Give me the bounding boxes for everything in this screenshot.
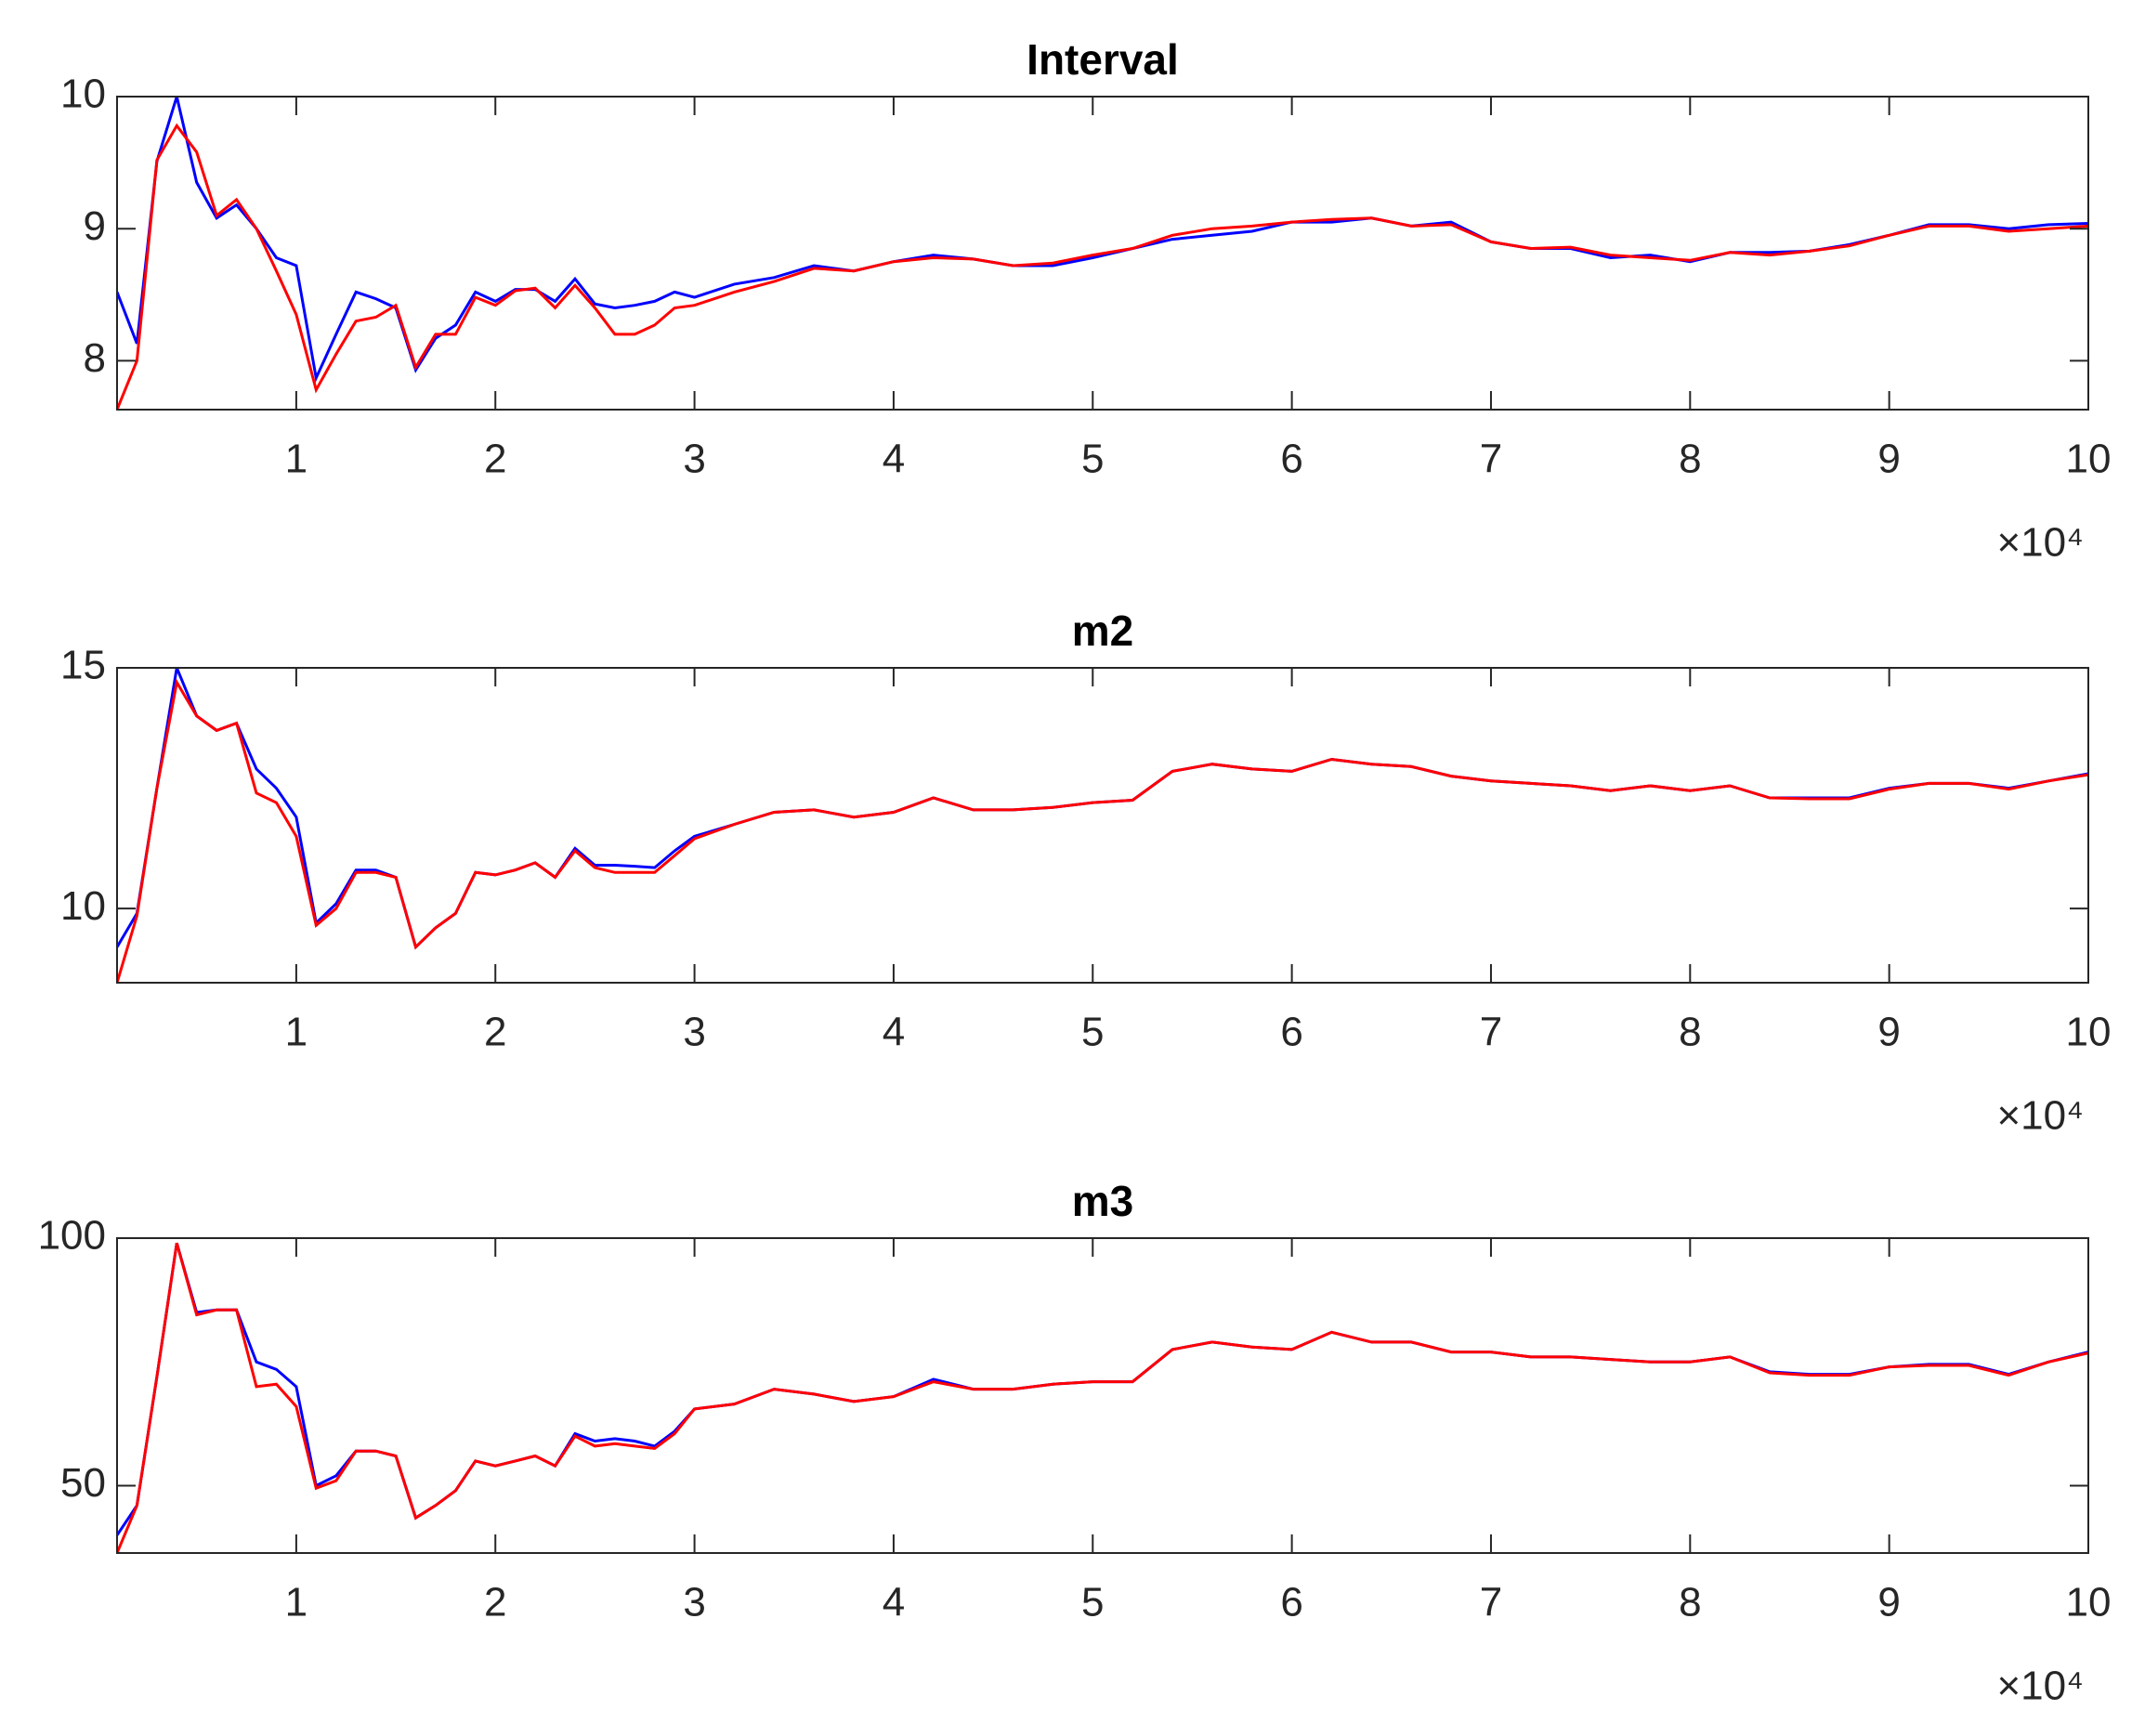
x-tick-label: 4: [883, 1580, 905, 1625]
x-tick-label: 7: [1480, 437, 1502, 482]
x-tick-label: 3: [683, 437, 705, 482]
x-scale-label: ×10⁴: [1996, 1093, 2084, 1139]
x-tick-label: 1: [285, 1010, 307, 1055]
x-tick-label: 5: [1081, 437, 1104, 482]
plot-area: [117, 1238, 2088, 1553]
y-tick-label: 50: [60, 1460, 106, 1506]
plot-area: [117, 668, 2088, 983]
y-tick-label: 100: [38, 1213, 106, 1259]
x-tick-label: 3: [683, 1580, 705, 1625]
chart-title: m2: [1072, 607, 1133, 655]
x-tick-label: 7: [1480, 1010, 1502, 1055]
x-tick-label: 10: [2066, 437, 2112, 482]
y-tick-label: 10: [60, 72, 106, 117]
x-tick-label: 8: [1679, 437, 1701, 482]
x-tick-label: 2: [484, 1010, 506, 1055]
subplot: Interval 1 2 3 4 5 6 7 8 9 10 8 9 10 ×10⁴: [60, 35, 2111, 565]
y-tick-label: 15: [60, 643, 106, 688]
x-tick-label: 6: [1280, 437, 1302, 482]
x-scale-label: ×10⁴: [1996, 520, 2084, 566]
x-tick-label: 10: [2066, 1010, 2112, 1055]
y-tick-label: 9: [84, 203, 106, 249]
x-tick-label: 1: [285, 437, 307, 482]
x-tick-label: 2: [484, 1580, 506, 1625]
x-tick-label: 6: [1280, 1010, 1302, 1055]
x-tick-label: 10: [2066, 1580, 2112, 1625]
chart-title: m3: [1072, 1177, 1133, 1225]
x-tick-label: 7: [1480, 1580, 1502, 1625]
x-tick-label: 4: [883, 1010, 905, 1055]
x-tick-label: 9: [1877, 1580, 1900, 1625]
x-tick-label: 2: [484, 437, 506, 482]
x-scale-label: ×10⁴: [1996, 1664, 2084, 1709]
y-tick-label: 10: [60, 883, 106, 929]
data-line: [117, 123, 2088, 410]
x-tick-label: 8: [1679, 1580, 1701, 1625]
data-line: [117, 1242, 2088, 1553]
axes-box: [116, 96, 2089, 411]
x-tick-label: 5: [1081, 1580, 1104, 1625]
x-tick-label: 9: [1877, 1010, 1900, 1055]
x-tick-label: 1: [285, 1580, 307, 1625]
x-tick-label: 8: [1679, 1010, 1701, 1055]
axes-box: [116, 667, 2089, 984]
chart-title: Interval: [1027, 35, 1179, 84]
x-tick-label: 3: [683, 1010, 705, 1055]
x-tick-label: 6: [1280, 1580, 1302, 1625]
y-tick-label: 8: [84, 335, 106, 381]
subplot: m2 1 2 3 4 5 6 7 8 9 10 10 15 ×10⁴: [60, 607, 2111, 1138]
axes-box: [116, 1237, 2089, 1554]
subplot: m3 1 2 3 4 5 6 7 8 9 10 50 100 ×10⁴: [38, 1177, 2112, 1708]
x-tick-label: 5: [1081, 1010, 1104, 1055]
x-tick-label: 9: [1877, 437, 1900, 482]
data-line: [117, 678, 2088, 983]
x-tick-label: 4: [883, 437, 905, 482]
